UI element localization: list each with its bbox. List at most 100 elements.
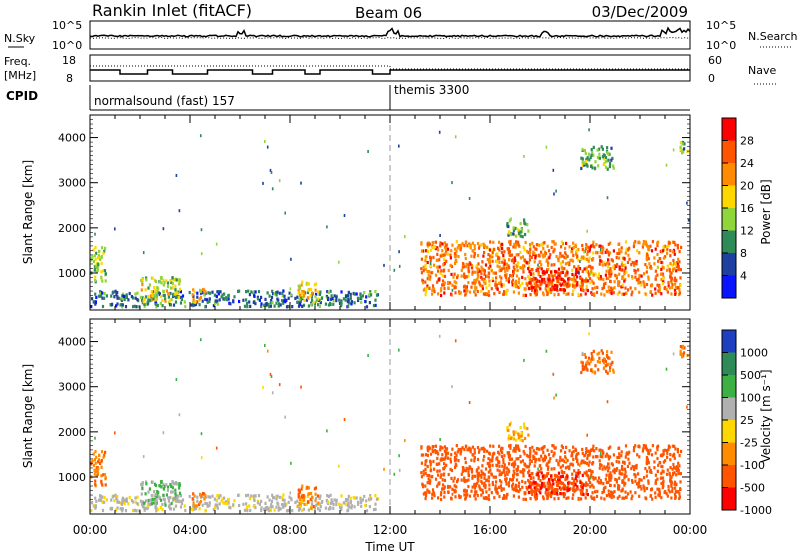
velocity-echo-cell (512, 462, 515, 466)
velocity-echo-cell (512, 430, 515, 434)
velocity-echo-cell (631, 480, 634, 484)
velocity-echo-cell (330, 498, 333, 502)
velocity-echo-cell (661, 476, 665, 480)
power-echo-cell (606, 159, 609, 163)
power-echo-cell (570, 250, 573, 254)
power-echo-cell (529, 245, 532, 249)
power-echo-cell (600, 145, 603, 149)
velocity-echo-cell (673, 456, 676, 460)
velocity-echo-cell (367, 354, 369, 357)
power-echo-cell (657, 259, 660, 263)
velocity-echo-cell (604, 364, 607, 368)
power-echo-cell (512, 265, 515, 269)
velocity-echo-cell (499, 448, 502, 453)
velocity-echo-cell (581, 364, 584, 368)
velocity-echo-cell (439, 438, 441, 441)
velocity-echo-cell (548, 486, 551, 490)
velocity-echo-cell (538, 483, 541, 487)
velocity-echo-cell (526, 453, 529, 457)
velocity-echo-cell (198, 507, 201, 511)
power-echo-cell (247, 289, 250, 293)
velocity-echo-cell (439, 448, 442, 452)
power-echo-cell (300, 289, 304, 294)
power-echo-cell (585, 288, 588, 292)
velocity-echo-cell (121, 501, 124, 505)
velocity-echo-cell (529, 451, 532, 455)
power-echo-cell (590, 269, 593, 273)
velocity-echo-cell (580, 461, 583, 465)
power-echo-cell (316, 290, 320, 294)
velocity-echo-cell (671, 473, 675, 477)
velocity-echo-cell (572, 487, 575, 491)
power-echo-cell (375, 293, 379, 297)
velocity-echo-cell (426, 473, 429, 478)
velocity-echo-cell (136, 502, 139, 506)
power-echo-cell (641, 245, 644, 249)
power-echo-cell (175, 278, 178, 282)
velocity-echo-cell (476, 481, 479, 485)
power-echo-cell (628, 257, 631, 261)
power-echo-cell (162, 227, 165, 231)
velocity-echo-cell (654, 479, 657, 483)
power-echo-cell (506, 222, 509, 226)
velocity-echo-cell (592, 349, 595, 353)
velocity-echo-cell (100, 479, 103, 483)
velocity-echo-cell (596, 489, 599, 493)
velocity-echo-cell (92, 452, 95, 456)
power-echo-cell (669, 272, 672, 276)
velocity-echo-cell (162, 482, 165, 486)
power-echo-cell (654, 275, 657, 279)
power-echo-cell (590, 148, 593, 152)
velocity-echo-cell (449, 460, 452, 464)
velocity-echo-cell (536, 487, 539, 491)
velocity-echo-cell (462, 469, 466, 473)
power-echo-cell (374, 298, 377, 302)
velocity-echo-cell (546, 496, 549, 501)
power-echo-cell (290, 293, 293, 297)
power-echo-cell (213, 293, 216, 297)
velocity-echo-cell (167, 499, 170, 503)
power-echo-cell (90, 305, 93, 309)
power-echo-cell (571, 292, 574, 296)
power-echo-cell (572, 246, 575, 250)
power-echo-cell (226, 298, 229, 302)
power-echo-cell (543, 253, 546, 257)
velocity-echo-cell (654, 495, 657, 499)
power-echo-cell (627, 248, 630, 252)
velocity-echo-cell (144, 499, 148, 503)
power-echo-cell (434, 245, 437, 249)
velocity-echo-cell (540, 486, 543, 490)
velocity-echo-cell (581, 361, 584, 365)
velocity-echo-cell (426, 488, 429, 492)
power-echo-cell (245, 290, 248, 294)
velocity-echo-cell (348, 505, 351, 509)
power-echo-cell (170, 286, 173, 290)
power-echo-cell (517, 243, 520, 247)
velocity-echo-cell (644, 467, 647, 471)
power-echo-cell (609, 279, 612, 284)
velocity-echo-cell (674, 486, 677, 490)
time-tick-label: 16:00 (473, 523, 508, 537)
velocity-echo-cell (540, 471, 543, 475)
velocity-echo-cell (527, 478, 530, 483)
cpid-label: CPID (6, 89, 38, 103)
power-echo-cell (545, 284, 548, 288)
power-echo-cell (501, 260, 504, 264)
velocity-echo-cell (598, 356, 601, 360)
power-echo-cell (302, 290, 305, 294)
power-echo-cell (443, 274, 447, 278)
velocity-echo-cell (134, 496, 137, 500)
power-echo-cell (498, 281, 501, 285)
power-echo-cell (662, 245, 665, 249)
power-colorbar-swatch (722, 253, 736, 276)
velocity-echo-cell (621, 460, 625, 464)
power-echo-cell (588, 256, 591, 260)
velocity-echo-cell (572, 457, 575, 461)
power-echo-cell (583, 161, 586, 165)
power-echo-cell (495, 276, 498, 280)
velocity-echo-cell (564, 475, 567, 479)
velocity-echo-cell (201, 503, 204, 507)
power-echo-cell (557, 279, 560, 283)
velocity-echo-cell (99, 495, 102, 499)
power-echo-cell (580, 255, 583, 259)
